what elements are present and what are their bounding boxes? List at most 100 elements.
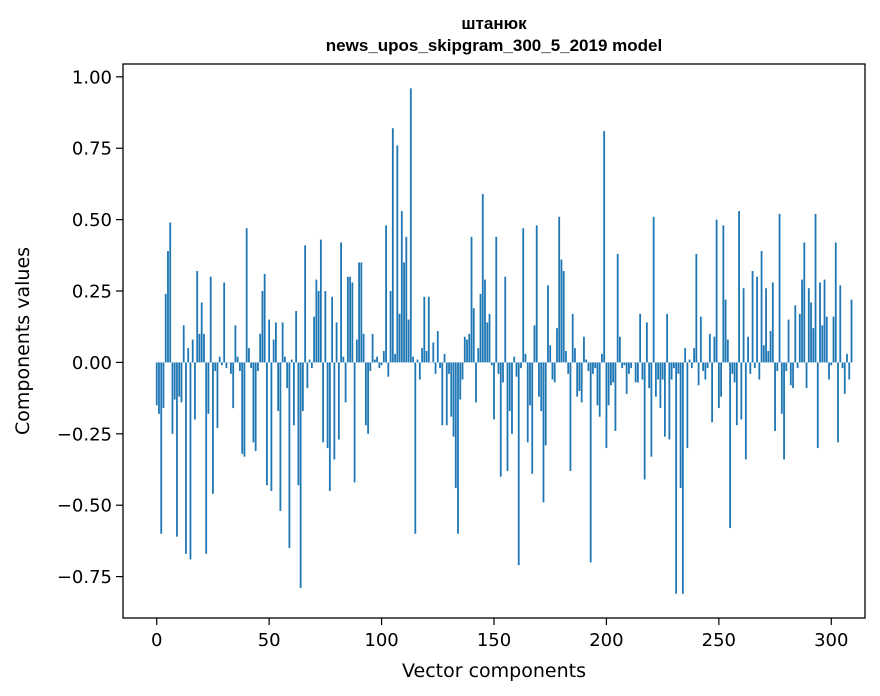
bar-component-26 [214,362,217,371]
bar-component-224 [659,362,662,409]
bar-component-23 [207,362,210,414]
bar-component-254 [726,339,729,363]
bar-component-248 [713,336,716,363]
bar-component-211 [630,362,633,369]
bar-component-51 [270,362,273,491]
bar-component-118 [421,348,423,363]
bar-component-269 [760,251,763,363]
x-tick-label: 250 [702,630,736,651]
bar-component-44 [254,362,257,451]
bar-component-10 [178,362,181,397]
bar-component-169 [535,225,538,363]
bar-component-92 [362,333,365,363]
bar-component-125 [436,331,439,363]
bar-component-24 [209,276,212,363]
bar-component-101 [382,350,385,363]
bar-component-66 [304,245,307,363]
bar-component-69 [310,362,313,369]
x-tick-label: 200 [589,630,623,651]
bar-component-78 [331,296,334,363]
bar-component-74 [322,362,325,443]
bar-component-274 [771,282,774,363]
bar-component-203 [612,362,615,383]
bar-component-253 [724,299,727,363]
bar-component-88 [353,362,356,483]
bar-component-1 [158,362,160,414]
bar-component-198 [601,353,603,363]
bar-component-95 [369,362,372,371]
bar-component-243 [702,362,705,371]
bar-component-115 [414,362,417,534]
bar-component-150 [493,362,495,420]
bar-component-99 [378,362,381,369]
bar-component-77 [328,362,331,491]
bar-component-238 [690,362,693,369]
bar-component-52 [272,339,275,363]
bar-component-121 [427,296,430,363]
bar-component-30 [223,282,226,363]
bar-component-29 [221,362,223,366]
bar-component-244 [704,362,707,380]
y-tick-label: −0.50 [57,496,112,517]
bar-component-215 [639,313,642,363]
bar-component-262 [744,362,747,460]
x-tick-label: 0 [151,630,162,651]
bar-component-158 [511,362,513,434]
bar-component-127 [441,362,444,426]
bar-component-64 [299,362,302,589]
bar-component-194 [592,362,594,374]
bar-component-37 [239,362,241,371]
bar-component-174 [547,285,549,363]
bar-component-185 [571,313,574,363]
bar-component-232 [677,362,680,374]
bar-component-167 [531,362,534,474]
bar-component-272 [767,350,770,363]
bar-component-72 [317,291,320,363]
bar-component-156 [506,362,509,471]
bar-component-205 [616,253,619,363]
bar-component-106 [394,353,396,363]
bar-component-94 [367,362,369,434]
bar-component-226 [663,362,666,437]
bar-component-12 [182,325,185,363]
bar-component-182 [565,350,567,363]
bar-component-245 [706,362,709,369]
bar-component-192 [587,362,590,371]
bar-component-227 [666,313,669,363]
bar-component-279 [783,362,785,460]
y-tick-label: −0.75 [57,567,112,588]
bar-component-19 [198,333,201,363]
bar-component-110 [403,262,405,363]
bar-component-89 [355,339,358,363]
bar-component-258 [735,362,738,426]
bar-component-282 [789,362,792,386]
bar-component-39 [243,362,246,457]
bar-component-116 [416,359,419,363]
bar-component-229 [670,362,673,380]
bar-component-308 [848,362,851,380]
bar-component-11 [180,362,183,403]
bar-component-233 [679,362,682,489]
bar-component-170 [538,362,540,397]
bar-component-128 [443,353,446,363]
bar-component-173 [544,362,547,446]
bar-component-260 [740,362,743,420]
bar-component-147 [486,322,489,363]
bar-component-98 [376,356,378,363]
bar-component-35 [234,325,237,363]
y-tick-label: 1.00 [72,67,112,88]
bar-component-264 [749,362,752,374]
x-axis-label: Vector components [402,660,586,682]
bar-component-22 [205,362,208,554]
bar-component-54 [277,362,280,411]
bar-component-222 [654,362,657,397]
bar-component-61 [292,362,295,426]
bar-component-107 [396,145,399,363]
y-axis-ticks: 1.00 0.75 0.50 0.25 0.00 −0.25 −0.50 −0.75 [57,67,123,588]
y-tick-label: 0.75 [72,139,112,160]
bar-component-179 [558,216,561,363]
bar-component-144 [479,293,482,363]
bar-component-123 [432,342,435,363]
bar-component-139 [468,333,471,363]
bar-component-113 [409,88,412,363]
